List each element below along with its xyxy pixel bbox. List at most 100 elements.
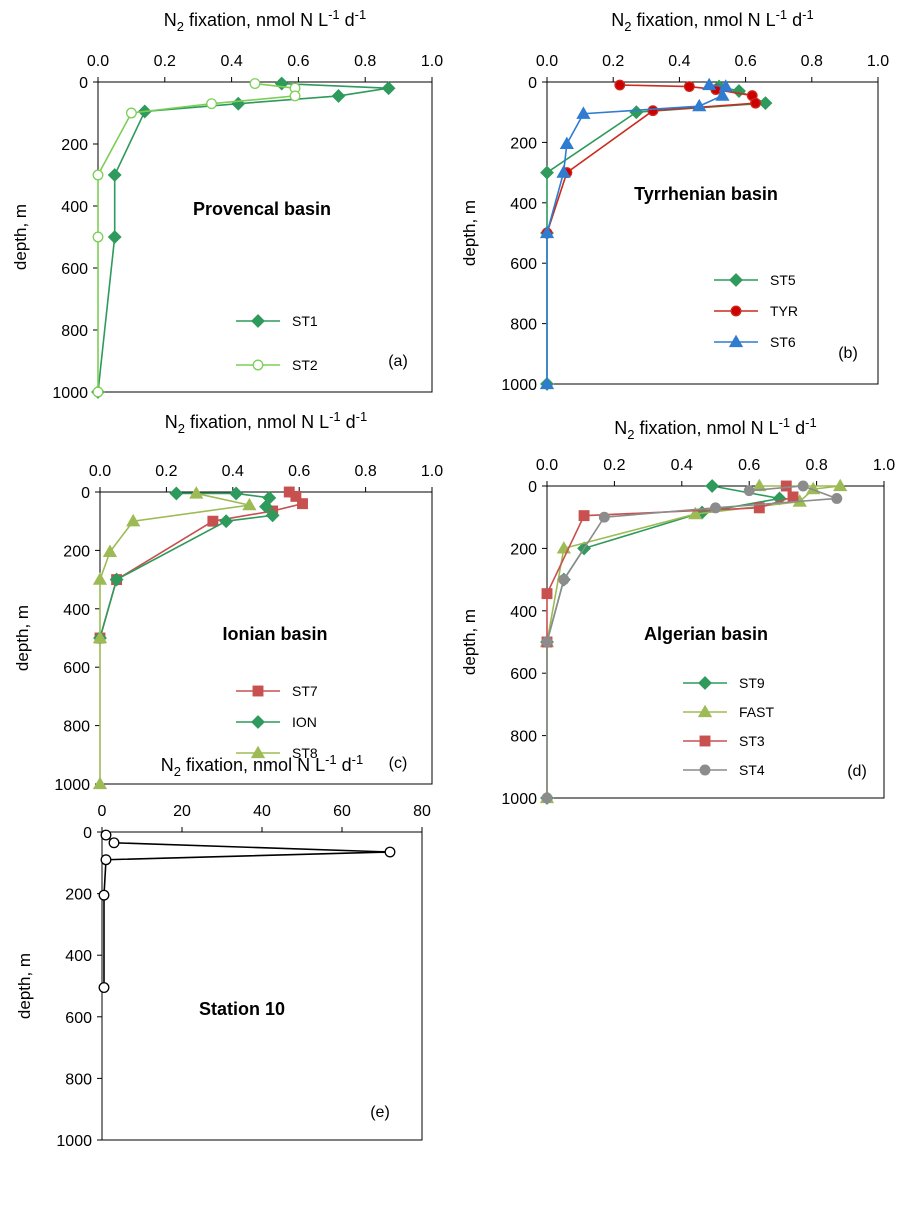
- data-point: [743, 485, 755, 497]
- legend-entry: ST9: [683, 675, 765, 691]
- data-point: [541, 792, 553, 804]
- y-tick-label: 400: [65, 948, 92, 965]
- series-line: [546, 84, 727, 384]
- legend-entry: ST8: [236, 745, 318, 761]
- data-point: [758, 96, 773, 111]
- legend-entry: ST7: [236, 683, 318, 699]
- legend-label: ST8: [292, 745, 318, 761]
- y-tick-label: 800: [510, 317, 537, 334]
- data-point: [242, 497, 257, 511]
- series-tyr: [541, 79, 761, 239]
- x-tick-label: 0.6: [734, 53, 756, 70]
- x-tick-label: 0.8: [354, 463, 376, 480]
- data-point: [92, 630, 108, 644]
- data-point: [558, 574, 570, 586]
- y-tick-label: 0: [81, 485, 90, 502]
- basin-annotation: Ionian basin: [222, 624, 327, 644]
- legend-marker: [251, 715, 265, 729]
- data-point: [126, 513, 141, 527]
- chart-title: N2 fixation, nmol N L-1 d-1: [611, 7, 813, 34]
- data-point: [750, 97, 761, 109]
- x-tick-label: 0.4: [671, 457, 693, 474]
- data-point: [331, 89, 346, 103]
- data-point: [688, 506, 703, 520]
- legend-entry: FAST: [683, 704, 774, 720]
- legend-label: ION: [292, 714, 317, 730]
- data-point: [559, 136, 574, 150]
- x-tick-label: 0.8: [801, 53, 823, 70]
- series-st8: [92, 486, 257, 790]
- legend-entry: ST3: [683, 733, 765, 749]
- legend-entry: ST4: [683, 762, 765, 778]
- y-tick-label: 200: [63, 543, 90, 560]
- data-point: [715, 88, 730, 101]
- legend-entry: ION: [236, 714, 317, 730]
- y-tick-label: 800: [63, 719, 90, 736]
- legend-label: ST5: [770, 272, 796, 288]
- data-point: [125, 107, 137, 119]
- basin-annotation: Tyrrhenian basin: [634, 184, 778, 204]
- x-tick-label: 60: [333, 803, 351, 820]
- legend-label: FAST: [739, 704, 774, 720]
- data-point: [100, 829, 112, 841]
- data-point: [92, 386, 104, 398]
- x-tick-label: 0.4: [220, 53, 242, 70]
- y-tick-label: 1000: [501, 377, 537, 394]
- chart-panel-4: 0.0 0.2 0.4 0.6 0.8 1.0 0 200 400 600 800 1000 N2 fi…: [460, 415, 895, 808]
- data-point: [92, 776, 108, 790]
- data-point: [753, 502, 765, 514]
- legend-entry: ST6: [714, 334, 796, 350]
- legend-entry: ST1: [236, 313, 318, 329]
- x-tick-label: 0.0: [87, 53, 109, 70]
- data-point: [598, 511, 610, 523]
- y-tick-label: 600: [61, 261, 88, 278]
- legend-label: ST4: [739, 762, 765, 778]
- y-tick-label: 1000: [501, 791, 537, 808]
- x-tick-label: 0.0: [536, 457, 558, 474]
- data-point: [576, 106, 591, 119]
- data-point: [92, 572, 108, 585]
- data-point: [541, 636, 553, 648]
- x-tick-label: 0.8: [805, 457, 827, 474]
- data-point: [556, 165, 571, 178]
- legend-entry: TYR: [714, 303, 798, 319]
- data-point: [259, 499, 273, 514]
- data-point: [614, 79, 626, 91]
- legend-marker: [729, 273, 743, 287]
- y-tick-label: 1000: [52, 385, 88, 402]
- data-point: [780, 480, 792, 492]
- x-tick-label: 0.8: [354, 53, 376, 70]
- panel-label: (c): [389, 755, 408, 772]
- x-tick-label: 0.2: [602, 53, 624, 70]
- y-axis-label: depth, m: [460, 200, 479, 266]
- legend-label: ST3: [739, 733, 765, 749]
- series-station-10: [98, 829, 396, 993]
- data-point: [98, 889, 110, 901]
- data-point: [578, 510, 590, 522]
- series-line: [546, 485, 838, 798]
- data-point: [710, 502, 721, 514]
- y-tick-label: 200: [510, 135, 537, 152]
- data-point: [229, 486, 244, 501]
- legend-entry: ST5: [714, 272, 796, 288]
- data-point: [297, 498, 308, 510]
- series-st7: [94, 486, 308, 644]
- data-point: [92, 231, 104, 243]
- x-tick-label: 0.2: [155, 463, 177, 480]
- y-tick-label: 600: [510, 256, 537, 273]
- data-point: [189, 486, 204, 499]
- legend-marker: [697, 704, 713, 718]
- series-st4: [541, 480, 843, 804]
- y-tick-label: 400: [510, 196, 537, 213]
- y-tick-label: 600: [63, 660, 90, 677]
- chart-panel-1: 0.0 0.2 0.4 0.6 0.8 1.0 0 200 400 600 800 1000 N2 fi…: [11, 7, 443, 402]
- y-tick-label: 600: [65, 1010, 92, 1027]
- legend-label: ST7: [292, 683, 318, 699]
- data-point: [290, 490, 302, 502]
- y-tick-label: 400: [510, 604, 537, 621]
- legend-marker: [252, 685, 264, 697]
- data-point: [702, 77, 717, 91]
- data-point: [289, 90, 301, 102]
- legend-label: ST2: [292, 357, 318, 373]
